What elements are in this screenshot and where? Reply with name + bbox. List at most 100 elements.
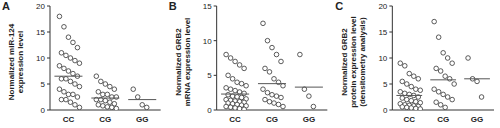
point [270,92,275,97]
y-axis-label: (densitometry analysis) [358,17,367,107]
point [99,79,104,84]
point [101,104,106,109]
panel: BNormalized GRB2mRNA expression level051… [169,0,328,124]
point [409,98,414,103]
point [265,90,270,95]
point [75,95,80,100]
point [114,95,119,100]
point [267,99,272,104]
marks [54,14,156,110]
point [413,87,418,92]
y-tick [214,110,217,111]
point [131,87,136,92]
point [276,102,281,107]
y-axis-label: expression level [16,31,25,93]
point [272,101,277,106]
y-tick [389,58,392,59]
point [272,77,277,82]
point [57,64,62,69]
point [244,83,249,88]
y-tick-label: 10 [378,54,387,63]
y-tick-label: 0 [207,106,212,115]
y-tick [47,110,50,111]
point [274,52,279,57]
x-tick-label: CC [63,115,75,124]
y-tick [389,110,392,111]
mean-line [295,87,323,88]
point [228,87,233,92]
point [140,103,145,108]
point [62,25,67,30]
point [228,105,233,110]
point [279,59,284,64]
point [445,56,450,61]
point [108,84,113,89]
y-axis-label: Normalized GRB2 [340,28,349,96]
point [432,19,437,24]
point [311,104,316,109]
y-axis-label: Normalized GRB2 [174,28,183,96]
point [404,82,409,87]
point [228,56,233,61]
point [108,100,113,105]
point [413,106,418,110]
y-tick-label: 10 [203,37,212,46]
y-tick [214,6,217,7]
point [409,84,414,89]
point [233,88,238,93]
point [452,82,457,87]
point [436,35,441,40]
point [224,52,229,57]
y-tick [214,75,217,76]
point [68,79,73,84]
x-axis [50,110,161,111]
point [261,21,266,26]
point [239,81,244,86]
point [103,82,108,87]
point [400,105,405,110]
x-tick-label: GG [136,115,148,124]
point [398,61,403,66]
point [466,56,471,61]
point [233,106,238,110]
point [400,96,405,101]
point [110,105,115,110]
point [101,92,106,97]
point [261,87,266,92]
mean-line [258,83,286,84]
point [279,95,284,100]
x-tick-label: GG [303,115,315,124]
point [432,87,437,92]
marks [221,21,323,110]
point [62,90,67,95]
point [447,77,452,82]
point [71,40,76,45]
point [418,88,423,93]
point [270,45,275,50]
point [441,92,446,97]
point [475,79,480,84]
point [267,70,272,75]
y-tick [389,84,392,85]
point [441,51,446,56]
point [135,95,140,100]
point [274,94,279,99]
point [59,51,64,56]
point [71,71,76,76]
point [73,58,78,63]
mean-line [128,99,156,100]
y-axis-label: Normalized miR-124 [7,23,16,100]
point [64,97,69,102]
x-tick-label: CC [229,115,241,124]
point [230,77,235,82]
y-tick-label: 0 [41,106,46,115]
point [450,97,455,102]
panel: ANormalized miR-124expression level05101… [2,0,161,124]
point [59,77,64,82]
point [443,74,448,79]
y-tick [214,40,217,41]
point [224,86,229,91]
point [404,105,409,110]
y-tick-label: 15 [203,2,212,11]
y-tick-label: 15 [36,28,45,37]
